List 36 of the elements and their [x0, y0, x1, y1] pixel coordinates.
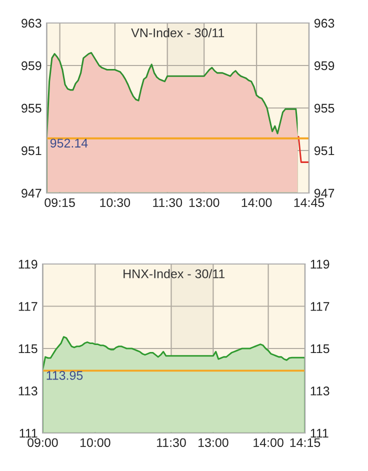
y-tick-label: 955: [22, 104, 42, 113]
x-tick-label: 14:00: [242, 198, 272, 208]
y-tick-label: 113: [18, 386, 38, 396]
y-tick-label: 951: [22, 146, 42, 156]
y2-tick-label: 951: [314, 146, 334, 156]
x-tick-label: 10:00: [80, 438, 110, 448]
x-tick-label: 11:30: [157, 438, 186, 448]
y-tick-label: 959: [22, 61, 42, 70]
x-tick-label: 09:15: [44, 198, 75, 208]
y2-tick-label: 117: [310, 302, 330, 311]
x-tick-label: 14:45: [294, 198, 324, 208]
y2-tick-label: 119: [310, 260, 330, 269]
ref-line-label: 113.95: [46, 371, 83, 380]
x-tick-label: 13:00: [198, 438, 228, 448]
y2-tick-label: 113: [310, 386, 330, 396]
y2-tick-label: 963: [314, 18, 334, 28]
y-tick-label: 963: [22, 18, 42, 28]
y-tick-label: 111: [20, 428, 38, 438]
y-tick-label: 117: [18, 302, 38, 311]
x-tick-label: 09:00: [28, 438, 58, 448]
y2-tick-label: 955: [314, 104, 334, 113]
x-tick-label: 13:00: [189, 198, 220, 208]
y2-tick-label: 947: [314, 188, 334, 198]
y2-tick-label: 115: [310, 344, 330, 354]
x-tick-label: 11:30: [153, 198, 182, 208]
ref-line-label: 952.14: [50, 138, 88, 148]
y-tick-label: 947: [22, 188, 42, 198]
y2-tick-label: 959: [314, 61, 334, 70]
chart-title: HNX-Index - 30/11: [124, 269, 225, 278]
y2-tick-label: 111: [310, 428, 328, 438]
x-tick-label: 14:00: [254, 438, 284, 448]
y-tick-label: 115: [18, 344, 38, 354]
x-tick-label: 14:15: [290, 438, 320, 448]
chart-title: VN-Index - 30/11: [131, 28, 224, 38]
y-tick-label: 119: [18, 260, 38, 269]
x-tick-label: 10:30: [100, 198, 130, 208]
